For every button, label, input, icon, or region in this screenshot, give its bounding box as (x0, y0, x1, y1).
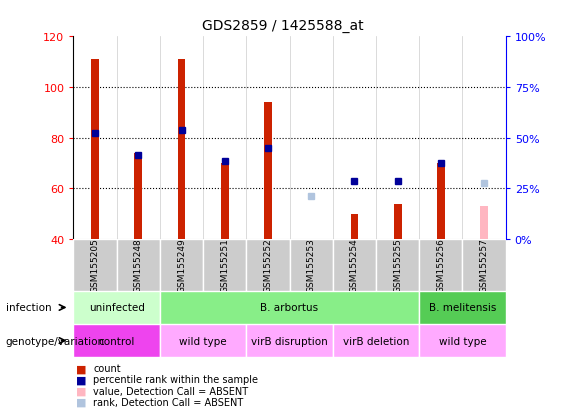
Bar (419, 291, 506, 324)
Bar (221, 164, 229, 240)
Text: rank, Detection Call = ABSENT: rank, Detection Call = ABSENT (93, 397, 244, 407)
Bar (177, 60, 185, 240)
Bar (462, 240, 506, 291)
Bar (246, 240, 289, 291)
Text: GSM155253: GSM155253 (307, 238, 316, 293)
Bar (203, 240, 246, 291)
Bar (333, 324, 419, 357)
Text: ■: ■ (76, 363, 87, 373)
Text: count: count (93, 363, 121, 373)
Text: control: control (98, 336, 135, 346)
Bar (160, 324, 246, 357)
Bar (73, 291, 160, 324)
Text: GSM155205: GSM155205 (90, 238, 99, 293)
Text: wild type: wild type (438, 336, 486, 346)
Bar (376, 240, 419, 291)
Text: GSM155251: GSM155251 (220, 238, 229, 293)
Bar (134, 154, 142, 240)
Text: genotype/variation: genotype/variation (6, 336, 105, 346)
Text: percentile rank within the sample: percentile rank within the sample (93, 375, 258, 385)
Bar (116, 240, 160, 291)
Text: ■: ■ (76, 397, 87, 407)
Bar (419, 240, 463, 291)
Text: GSM155249: GSM155249 (177, 238, 186, 293)
Text: GSM155248: GSM155248 (134, 238, 143, 293)
Bar (160, 240, 203, 291)
Bar (160, 291, 419, 324)
Text: GSM155255: GSM155255 (393, 238, 402, 293)
Bar (246, 324, 333, 357)
Text: B. arbortus: B. arbortus (260, 303, 319, 313)
Bar (419, 324, 506, 357)
Text: ■: ■ (76, 375, 87, 385)
Text: GSM155254: GSM155254 (350, 238, 359, 293)
Bar (73, 240, 117, 291)
Bar (437, 164, 445, 240)
Text: infection: infection (6, 303, 51, 313)
Bar (289, 240, 333, 291)
Bar (480, 206, 488, 240)
Text: virB deletion: virB deletion (343, 336, 409, 346)
Text: value, Detection Call = ABSENT: value, Detection Call = ABSENT (93, 386, 249, 396)
Text: wild type: wild type (179, 336, 227, 346)
Text: uninfected: uninfected (89, 303, 145, 313)
Text: ■: ■ (76, 386, 87, 396)
Text: GSM155256: GSM155256 (436, 238, 445, 293)
Bar (264, 103, 272, 240)
Bar (91, 60, 99, 240)
Bar (394, 204, 402, 240)
Text: GSM155257: GSM155257 (480, 238, 489, 293)
Text: B. melitensis: B. melitensis (429, 303, 496, 313)
Text: GDS2859 / 1425588_at: GDS2859 / 1425588_at (202, 19, 363, 33)
Bar (350, 214, 358, 240)
Text: GSM155252: GSM155252 (263, 238, 272, 293)
Text: virB disruption: virB disruption (251, 336, 328, 346)
Bar (73, 324, 160, 357)
Bar (333, 240, 376, 291)
